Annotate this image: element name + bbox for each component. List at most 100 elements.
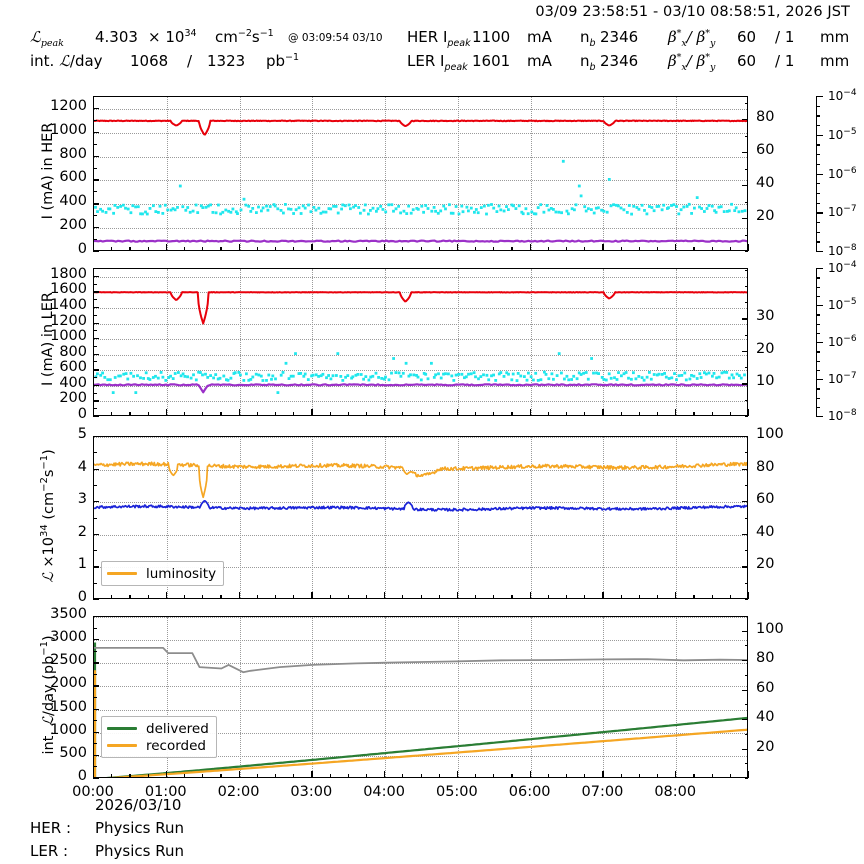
gridline-horizontal xyxy=(94,108,747,110)
x-tickmark xyxy=(529,409,531,416)
x-tickmark xyxy=(693,412,695,416)
x-tickmark xyxy=(256,595,258,599)
y-tick-label: 1 xyxy=(77,556,87,573)
x-tick-label: 06:00 xyxy=(508,784,551,800)
x-tickmark xyxy=(584,595,586,599)
pressure-minor-tickmark xyxy=(816,202,820,204)
header-block: 03/09 23:58:51 - 03/10 08:58:51, 2026 JS… xyxy=(0,0,864,86)
gridline-vertical xyxy=(457,437,459,598)
pressure-tickmark xyxy=(816,134,823,137)
x-tickmark xyxy=(365,412,368,416)
x-tickmark xyxy=(274,247,277,251)
pressure-minor-tickmark xyxy=(816,144,820,146)
y-minor-tickmark xyxy=(93,731,97,733)
gridline-horizontal xyxy=(94,180,747,182)
pressure-tick-label: 10−7 xyxy=(828,371,857,386)
x-tickmark xyxy=(347,247,349,251)
y2-minor-tickmark xyxy=(744,251,748,252)
ler-panel-frame xyxy=(93,268,748,416)
her-ipeak-value: 1100 xyxy=(472,28,511,46)
x-tickmark xyxy=(147,412,149,416)
gridline-horizontal xyxy=(94,156,747,158)
y-minor-tickmark xyxy=(93,239,97,241)
gridline-horizontal xyxy=(94,132,747,134)
y-minor-tickmark xyxy=(93,107,97,109)
y-tick-label: 3 xyxy=(77,491,87,508)
x-tickmark xyxy=(620,247,622,251)
x-tickmark xyxy=(438,412,440,416)
y2-minor-tickmark xyxy=(744,436,748,437)
y2-minor-tickmark xyxy=(744,733,748,735)
x-tickmark xyxy=(493,595,495,599)
lpeak-value: 4.303 xyxy=(95,28,138,46)
y2-minor-tickmark xyxy=(744,599,748,600)
y2-minor-tickmark xyxy=(744,318,748,320)
y-minor-tickmark xyxy=(93,314,97,316)
gridline-horizontal xyxy=(94,437,747,438)
x-tickmark xyxy=(311,771,313,778)
x-tickmark xyxy=(475,774,477,778)
y-minor-tickmark xyxy=(93,697,97,698)
pressure-minor-tickmark xyxy=(816,351,820,353)
footer-block: 2026/03/10 HER : Physics Run LER : Physi… xyxy=(0,786,864,864)
legend-color-swatch xyxy=(107,572,137,575)
y-minor-tickmark xyxy=(93,283,97,285)
x-tickmark xyxy=(129,412,131,416)
x-tickmark xyxy=(183,595,186,599)
x-tickmark xyxy=(475,247,477,251)
pressure-minor-tickmark xyxy=(816,369,820,372)
her-nb-value: 2346 xyxy=(600,28,639,46)
x-tickmark xyxy=(111,412,113,416)
ler-panel-pressure-axis: 10−4 10−5 10−6 10−7 10−8 xyxy=(816,260,857,423)
y-tick-label: 0 xyxy=(77,241,87,257)
ler-beta-unit: mm xyxy=(820,52,850,70)
y-tick-label: 200 xyxy=(59,390,87,407)
y-minor-tickmark xyxy=(93,143,97,145)
x-tickmark xyxy=(438,774,440,778)
x-tickmark xyxy=(329,412,331,416)
y-minor-tickmark xyxy=(93,299,97,301)
x-tickmark xyxy=(438,595,440,599)
y-minor-tickmark xyxy=(93,215,97,217)
x-tickmark xyxy=(420,774,422,778)
x-tickmark xyxy=(456,771,459,778)
gridline-vertical xyxy=(603,269,605,415)
y-minor-tickmark xyxy=(93,720,97,722)
pressure-tick-label: 10−8 xyxy=(828,243,857,258)
lpeak-symbol: ℒpeak xyxy=(30,28,64,49)
gridline-vertical xyxy=(385,269,387,415)
x-tick-label: 02:00 xyxy=(217,784,260,800)
x-tickmark xyxy=(493,247,495,251)
x-tickmark xyxy=(202,595,204,599)
x-tickmark xyxy=(456,592,459,599)
her-ipeak-label: HER Ipeak xyxy=(407,28,471,49)
lpeak-exponent: × 1034 xyxy=(148,28,197,46)
legend-row: recorded xyxy=(107,737,209,754)
ler-status-value: Physics Run xyxy=(95,842,185,860)
y-minor-tickmark xyxy=(93,673,97,675)
y2-tick-label: 40 xyxy=(756,709,775,726)
y2-tick-label: 60 xyxy=(756,491,775,508)
x-tickmark xyxy=(183,412,186,416)
y-tick-label: 1400 xyxy=(50,296,87,313)
y-minor-tickmark xyxy=(93,203,97,205)
gridline-horizontal xyxy=(94,567,747,569)
x-tickmark xyxy=(93,771,95,778)
y2-tick-label: 40 xyxy=(756,523,775,540)
pressure-minor-tickmark xyxy=(816,286,820,288)
pressure-minor-tickmark xyxy=(816,323,820,325)
y2-minor-tickmark xyxy=(744,704,748,706)
gridline-horizontal xyxy=(94,663,747,665)
y2-minor-tickmark xyxy=(744,517,748,519)
gridline-horizontal xyxy=(94,640,747,642)
x-tickmark xyxy=(675,409,677,416)
x-tickmark xyxy=(456,409,459,416)
x-tickmark xyxy=(220,247,222,251)
y2-tick-label: 80 xyxy=(756,109,775,126)
integrated-panel: 0 500 1000 1500 2000 2500 3000 3500 20 40 60 80 100 i… xyxy=(0,606,864,838)
x-tickmark xyxy=(711,774,713,778)
x-tickmark xyxy=(274,412,277,416)
x-tickmark xyxy=(547,774,550,778)
y-tick-label: 600 xyxy=(59,169,87,186)
y2-minor-tickmark xyxy=(744,778,748,779)
